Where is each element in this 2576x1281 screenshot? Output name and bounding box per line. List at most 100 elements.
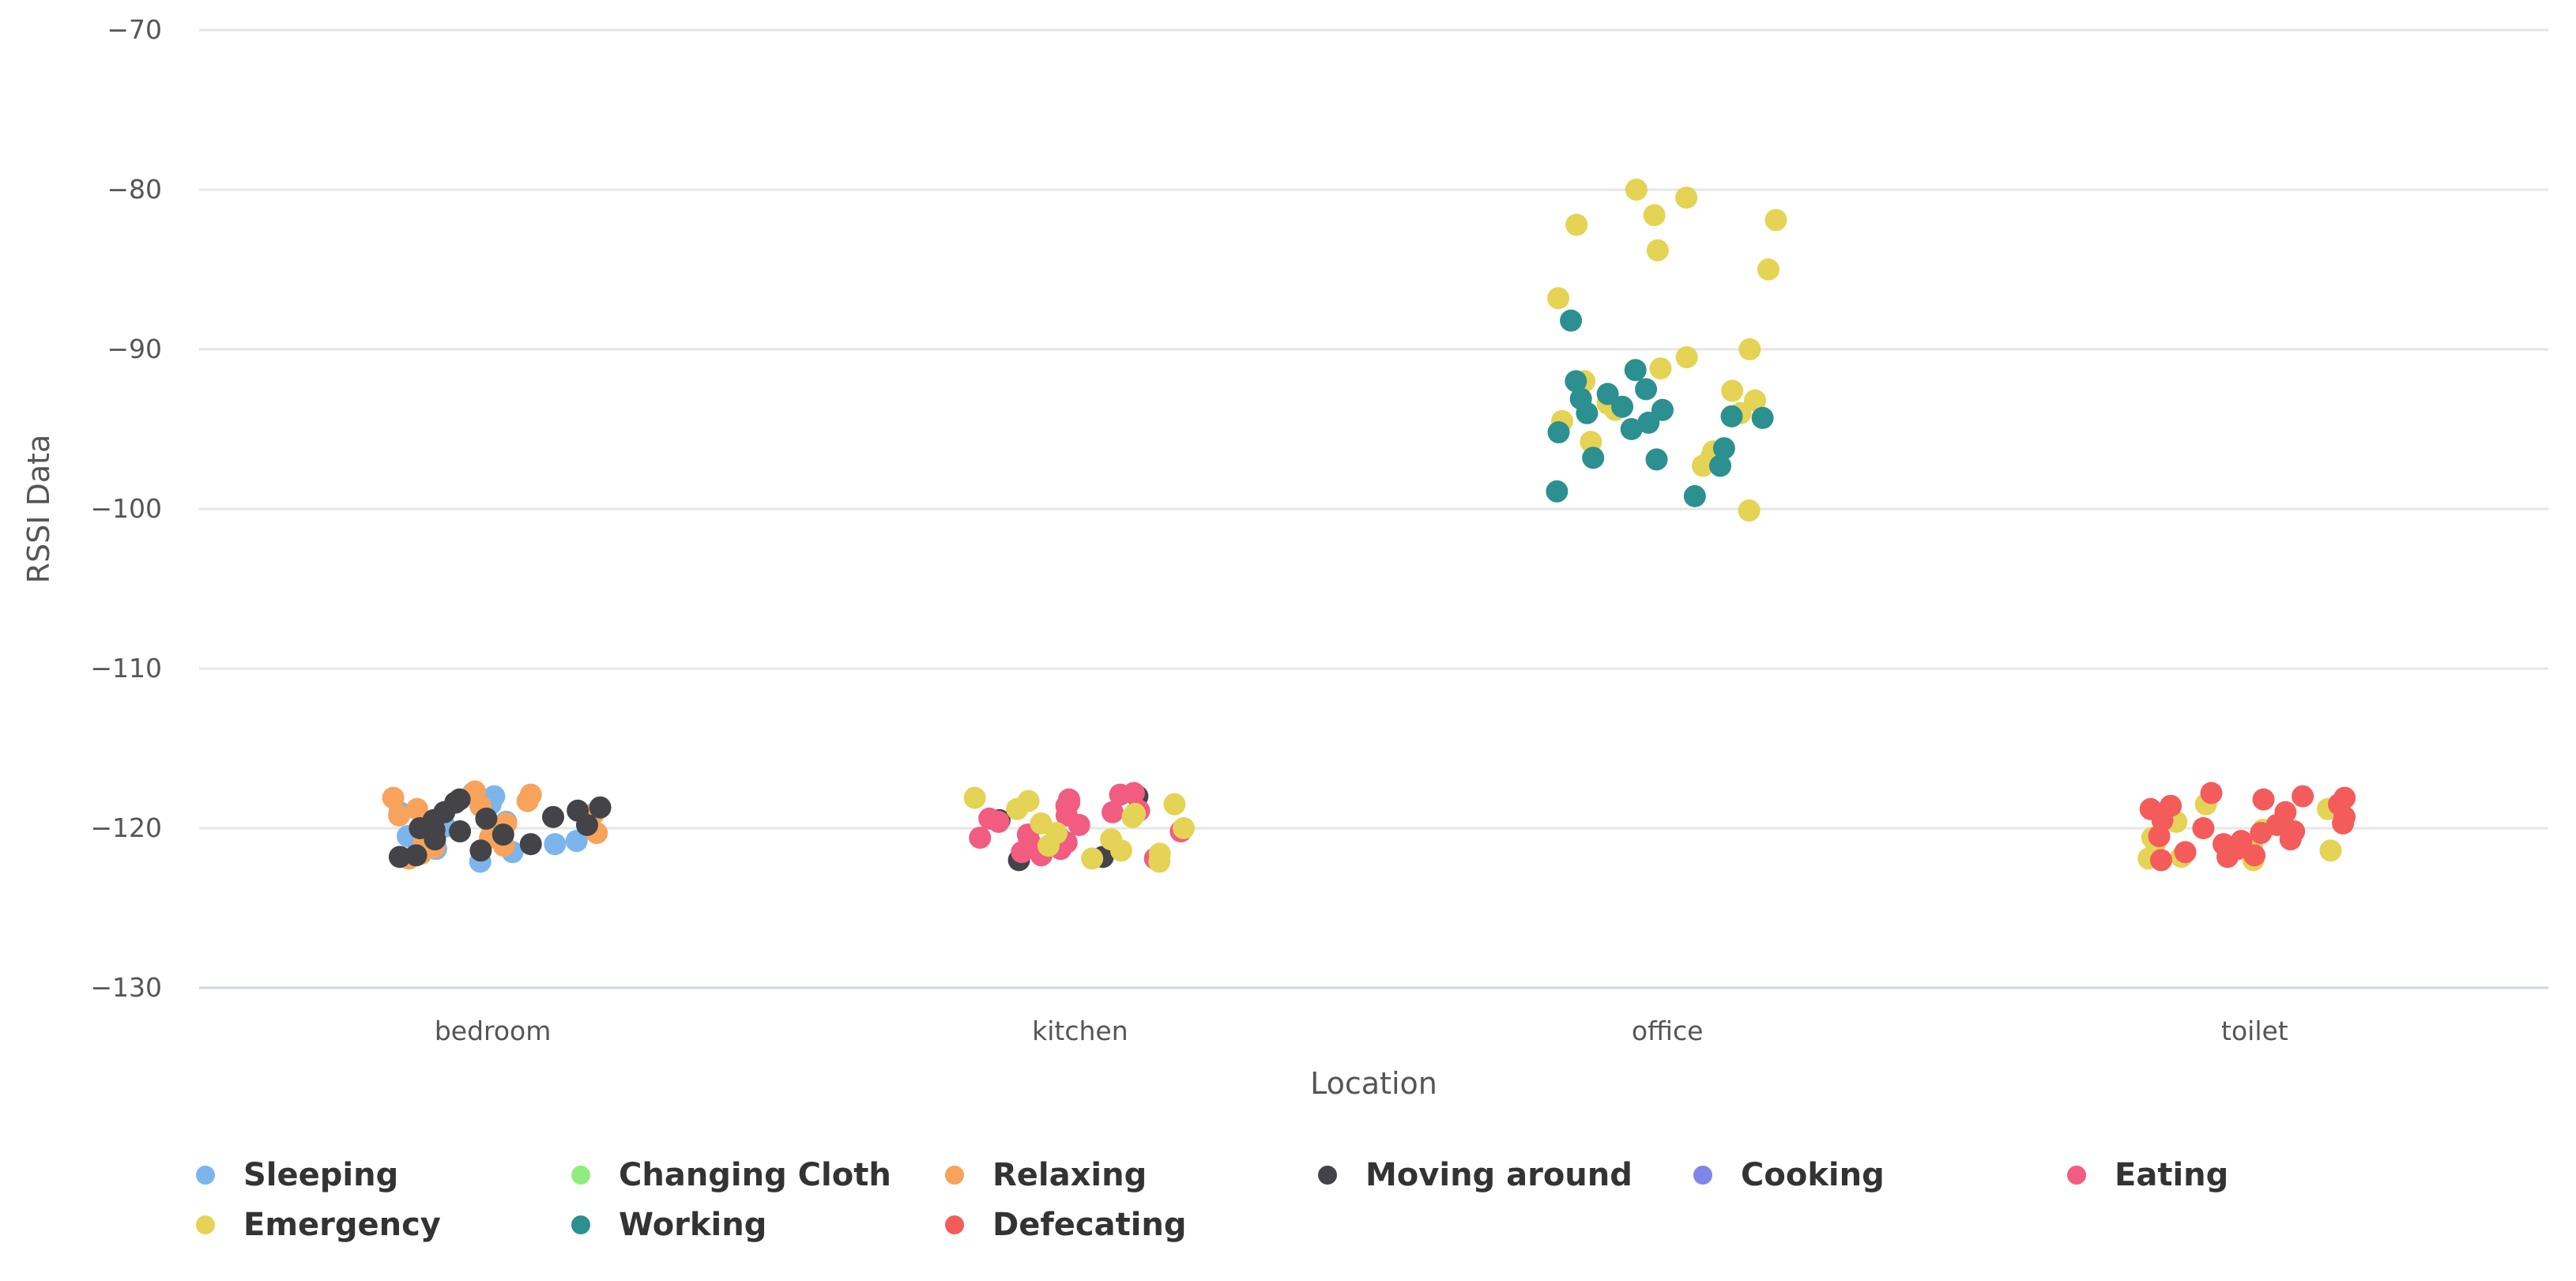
data-point-eating[interactable] xyxy=(1122,782,1145,804)
data-point-defecating[interactable] xyxy=(2252,788,2275,811)
points-layer xyxy=(382,179,2356,873)
data-point-emergency[interactable] xyxy=(1017,789,1040,812)
legend-item-emergency[interactable]: Emergency xyxy=(196,1207,441,1243)
legend-marker xyxy=(1318,1166,1337,1185)
data-point-working[interactable] xyxy=(1582,446,1605,469)
data-point-working[interactable] xyxy=(1611,395,1634,418)
data-point-emergency[interactable] xyxy=(1675,346,1698,369)
data-point-defecating[interactable] xyxy=(2292,785,2314,808)
legend-label: Defecating xyxy=(992,1207,1187,1243)
data-point-defecating[interactable] xyxy=(2333,786,2356,809)
data-point-moving-around[interactable] xyxy=(475,807,498,830)
legend-label: Working xyxy=(619,1207,766,1243)
data-point-moving-around[interactable] xyxy=(469,839,492,862)
data-point-emergency[interactable] xyxy=(1173,817,1196,839)
data-point-relaxing[interactable] xyxy=(405,797,428,820)
data-point-defecating[interactable] xyxy=(2332,812,2355,835)
data-point-emergency[interactable] xyxy=(1121,805,1144,828)
data-point-emergency[interactable] xyxy=(1738,338,1761,360)
data-point-working[interactable] xyxy=(1751,406,1774,429)
legend: Sleeping Changing Cloth Relaxing Moving aro… xyxy=(196,1157,2228,1243)
data-point-moving-around[interactable] xyxy=(388,846,411,868)
data-point-working[interactable] xyxy=(1547,421,1570,444)
data-point-emergency[interactable] xyxy=(963,786,986,809)
data-point-sleeping[interactable] xyxy=(565,830,588,853)
data-point-working[interactable] xyxy=(1546,480,1569,503)
data-point-eating[interactable] xyxy=(1102,801,1124,823)
data-point-defecating[interactable] xyxy=(2283,820,2306,843)
data-point-relaxing[interactable] xyxy=(519,783,542,806)
legend-item-sleeping[interactable]: Sleeping xyxy=(196,1157,398,1193)
data-point-defecating[interactable] xyxy=(2243,844,2266,867)
data-point-emergency[interactable] xyxy=(1744,389,1767,412)
data-point-moving-around[interactable] xyxy=(542,805,565,828)
legend-item-defecating[interactable]: Defecating xyxy=(945,1207,1187,1243)
data-point-emergency[interactable] xyxy=(1163,793,1186,816)
legend-item-eating[interactable]: Eating xyxy=(2067,1157,2228,1193)
data-point-working[interactable] xyxy=(1624,359,1647,382)
data-point-eating[interactable] xyxy=(1018,830,1041,853)
data-point-moving-around[interactable] xyxy=(589,796,612,819)
data-point-emergency[interactable] xyxy=(1148,842,1171,865)
data-point-moving-around[interactable] xyxy=(567,799,589,822)
data-point-defecating[interactable] xyxy=(2250,822,2273,845)
data-point-working[interactable] xyxy=(1720,405,1743,428)
data-point-moving-around[interactable] xyxy=(449,820,472,843)
legend-label: Sleeping xyxy=(243,1157,398,1193)
data-point-eating[interactable] xyxy=(987,810,1010,833)
legend-item-relaxing[interactable]: Relaxing xyxy=(945,1157,1147,1193)
data-point-moving-around[interactable] xyxy=(423,819,446,842)
data-point-working[interactable] xyxy=(1683,484,1706,507)
data-point-working[interactable] xyxy=(1712,437,1735,460)
data-point-defecating[interactable] xyxy=(2148,825,2171,848)
data-point-emergency[interactable] xyxy=(1646,239,1669,262)
data-point-emergency[interactable] xyxy=(1738,499,1761,522)
data-point-defecating[interactable] xyxy=(2226,838,2249,861)
data-point-eating[interactable] xyxy=(1055,804,1078,827)
data-point-emergency[interactable] xyxy=(1649,357,1672,380)
data-point-working[interactable] xyxy=(1620,418,1643,440)
legend-item-moving-around[interactable]: Moving around xyxy=(1318,1157,1633,1193)
data-point-working[interactable] xyxy=(1645,448,1668,471)
data-point-defecating[interactable] xyxy=(2160,794,2182,817)
data-point-emergency[interactable] xyxy=(1764,209,1787,232)
data-point-working[interactable] xyxy=(1565,370,1587,393)
data-point-eating[interactable] xyxy=(969,827,992,850)
legend-item-working[interactable]: Working xyxy=(571,1207,766,1243)
data-point-emergency[interactable] xyxy=(2319,839,2342,862)
data-point-emergency[interactable] xyxy=(1643,204,1666,227)
data-point-working[interactable] xyxy=(1569,387,1592,410)
data-point-emergency[interactable] xyxy=(1565,213,1588,236)
data-point-emergency[interactable] xyxy=(1692,454,1715,477)
data-point-emergency[interactable] xyxy=(1721,379,1744,402)
data-point-moving-around[interactable] xyxy=(491,823,514,846)
data-point-working[interactable] xyxy=(1651,398,1674,421)
data-point-emergency[interactable] xyxy=(1081,847,1104,870)
data-point-relaxing[interactable] xyxy=(388,804,411,827)
data-point-working[interactable] xyxy=(1637,411,1660,434)
data-point-defecating[interactable] xyxy=(2192,817,2215,839)
data-point-emergency[interactable] xyxy=(1675,186,1698,209)
x-tick-label: kitchen xyxy=(1032,1015,1128,1046)
data-point-emergency[interactable] xyxy=(1625,179,1648,201)
legend-item-changing-cloth[interactable]: Changing Cloth xyxy=(571,1157,891,1193)
data-point-defecating[interactable] xyxy=(2149,849,2172,872)
data-point-emergency[interactable] xyxy=(1045,822,1068,845)
data-point-moving-around[interactable] xyxy=(519,833,542,856)
legend-item-cooking[interactable]: Cooking xyxy=(1693,1157,1885,1193)
data-point-working[interactable] xyxy=(1596,382,1619,405)
data-point-emergency[interactable] xyxy=(1109,839,1132,862)
data-point-sleeping[interactable] xyxy=(544,833,567,856)
data-point-defecating[interactable] xyxy=(2174,841,2197,864)
data-point-defecating[interactable] xyxy=(2139,797,2162,820)
data-point-moving-around[interactable] xyxy=(405,844,427,867)
data-point-working[interactable] xyxy=(1635,378,1658,401)
data-point-relaxing[interactable] xyxy=(382,786,405,809)
data-point-defecating[interactable] xyxy=(2200,782,2223,804)
data-point-emergency[interactable] xyxy=(1547,287,1570,310)
data-point-working[interactable] xyxy=(1560,309,1583,332)
data-point-moving-around[interactable] xyxy=(448,788,471,811)
data-point-emergency[interactable] xyxy=(1757,258,1779,281)
data-point-working[interactable] xyxy=(1709,454,1732,477)
